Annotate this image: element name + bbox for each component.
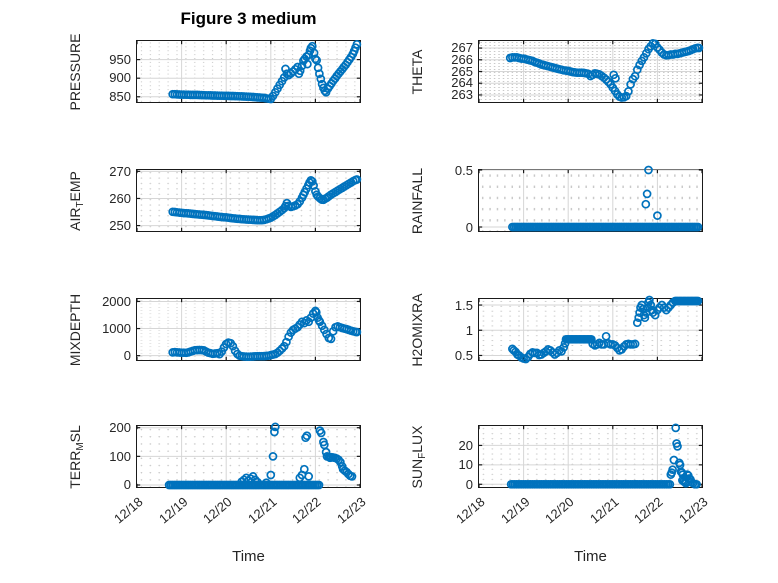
plot-canvas-pressure bbox=[136, 39, 361, 103]
y-tick-label: 100 bbox=[109, 448, 131, 464]
y-axis-label-airtemp: AIRTEMP bbox=[67, 171, 86, 231]
x-tick-label: 12/22 bbox=[631, 493, 667, 526]
subplot-airtemp bbox=[135, 169, 361, 233]
y-axis-label-subscript: F bbox=[417, 452, 428, 459]
x-tick-label: 12/21 bbox=[244, 493, 280, 526]
x-axis-title-right: Time bbox=[574, 548, 607, 565]
y-axis-label-text: H2OMIXRA bbox=[409, 293, 425, 367]
y-axis-label-text: LUX bbox=[409, 425, 425, 453]
x-tick-label: 12/18 bbox=[111, 493, 146, 526]
y-tick-label: 900 bbox=[109, 70, 131, 86]
x-axis-title-left: Time bbox=[232, 548, 265, 565]
data-points bbox=[167, 39, 361, 103]
y-axis-label-text: MIXDEPTH bbox=[67, 293, 83, 367]
x-tick-label: 12/20 bbox=[200, 493, 235, 526]
y-tick-label: 265 bbox=[451, 63, 473, 79]
y-axis-label-theta: THETA bbox=[409, 49, 425, 94]
y-axis-label-rainfall: RAINFALL bbox=[409, 168, 425, 234]
y-tick-label: 850 bbox=[109, 88, 131, 104]
y-axis-label-h2omixra: H2OMIXRA bbox=[409, 293, 425, 366]
y-tick-label: 0.5 bbox=[454, 347, 473, 363]
y-tick-label: 1 bbox=[465, 322, 473, 338]
y-tick-label: 250 bbox=[109, 218, 131, 234]
data-points bbox=[507, 165, 702, 232]
y-tick-label: 1.5 bbox=[454, 297, 473, 313]
x-tick-label: 12/20 bbox=[542, 493, 577, 526]
data-points bbox=[506, 423, 701, 489]
y-axis-label-text: PRESSURE bbox=[67, 32, 83, 111]
plot-canvas-rainfall bbox=[478, 165, 703, 232]
x-tick-label: 12/23 bbox=[334, 493, 369, 526]
y-tick-label: 266 bbox=[451, 51, 473, 67]
y-tick-label: 0 bbox=[123, 348, 131, 364]
y-tick-label: 0 bbox=[465, 476, 473, 492]
subplot-theta bbox=[477, 38, 703, 103]
y-axis-label-subscript: M bbox=[75, 442, 86, 451]
y-axis-label-text: SL bbox=[67, 425, 83, 443]
x-tick-label: 12/22 bbox=[289, 493, 325, 526]
plot-canvas-mixdepth bbox=[136, 299, 361, 362]
y-axis-label-terrmsl: TERRMSL bbox=[67, 425, 86, 489]
plot-canvas-sunflux bbox=[478, 423, 703, 489]
y-axis-label-text: EMP bbox=[67, 171, 83, 202]
data-points bbox=[505, 38, 703, 102]
figure-title: Figure 3 medium bbox=[180, 9, 317, 28]
y-tick-label: 264 bbox=[451, 75, 473, 91]
y-axis-label-sunflux: SUNFLUX bbox=[409, 425, 428, 489]
y-tick-label: 20 bbox=[458, 437, 473, 453]
subplot-mixdepth bbox=[135, 298, 361, 362]
x-tick-label: 12/19 bbox=[155, 493, 191, 526]
subplot-pressure bbox=[135, 39, 361, 103]
plot-canvas-terrmsl bbox=[136, 422, 361, 490]
y-axis-label-text: TERR bbox=[67, 450, 83, 489]
y-tick-label: 267 bbox=[451, 40, 473, 56]
y-axis-label-pressure: PRESSURE bbox=[67, 33, 83, 110]
data-points bbox=[167, 175, 361, 225]
y-axis-label-mixdepth: MIXDEPTH bbox=[67, 294, 83, 366]
y-axis-label-text: THETA bbox=[409, 49, 425, 94]
y-tick-label: 260 bbox=[109, 190, 131, 206]
subplot-rainfall bbox=[477, 165, 703, 233]
y-tick-label: 1000 bbox=[102, 321, 131, 337]
y-axis-label-text: RAINFALL bbox=[409, 167, 425, 235]
y-axis-label-subscript: T bbox=[75, 201, 86, 208]
plot-canvas-theta bbox=[478, 38, 703, 102]
y-tick-label: 270 bbox=[109, 163, 131, 179]
x-tick-label: 12/18 bbox=[453, 493, 488, 526]
x-tick-label: 12/21 bbox=[586, 493, 622, 526]
y-axis-label-text: AIR bbox=[67, 207, 83, 231]
subplot-sunflux bbox=[477, 423, 703, 489]
plot-canvas-airtemp bbox=[136, 170, 361, 232]
y-tick-label: 10 bbox=[458, 457, 473, 473]
plot-canvas-h2omixra bbox=[478, 295, 703, 364]
y-tick-label: 0 bbox=[123, 477, 131, 493]
x-tick-label: 12/23 bbox=[676, 493, 711, 526]
subplot-terrmsl bbox=[135, 422, 361, 490]
y-axis-label-text: SUN bbox=[409, 458, 425, 489]
y-tick-label: 200 bbox=[109, 420, 131, 436]
y-tick-label: 0 bbox=[465, 219, 473, 235]
subplot-h2omixra bbox=[477, 295, 703, 364]
y-tick-label: 263 bbox=[451, 86, 473, 102]
x-tick-label: 12/19 bbox=[497, 493, 533, 526]
data-points bbox=[164, 422, 356, 490]
data-points bbox=[507, 295, 702, 364]
data-points bbox=[167, 306, 361, 362]
y-tick-label: 2000 bbox=[102, 293, 131, 309]
y-tick-label: 0.5 bbox=[454, 162, 473, 178]
y-tick-label: 950 bbox=[109, 51, 131, 67]
